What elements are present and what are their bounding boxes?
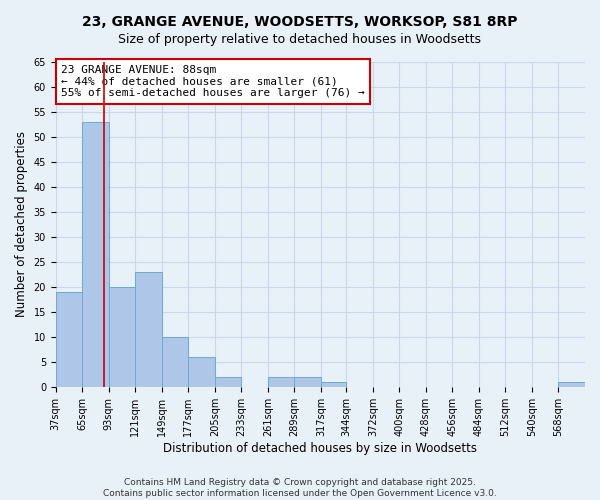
Bar: [559, 382, 585, 388]
Bar: [56, 292, 82, 388]
Bar: [215, 378, 241, 388]
Bar: [321, 382, 346, 388]
Text: 23 GRANGE AVENUE: 88sqm
← 44% of detached houses are smaller (61)
55% of semi-de: 23 GRANGE AVENUE: 88sqm ← 44% of detache…: [61, 65, 365, 98]
Text: 23, GRANGE AVENUE, WOODSETTS, WORKSOP, S81 8RP: 23, GRANGE AVENUE, WOODSETTS, WORKSOP, S…: [82, 15, 518, 29]
Bar: [82, 122, 109, 388]
Text: Contains HM Land Registry data © Crown copyright and database right 2025.
Contai: Contains HM Land Registry data © Crown c…: [103, 478, 497, 498]
Bar: [109, 287, 136, 388]
Bar: [268, 378, 295, 388]
Y-axis label: Number of detached properties: Number of detached properties: [15, 132, 28, 318]
Bar: [162, 337, 188, 388]
Bar: [136, 272, 162, 388]
X-axis label: Distribution of detached houses by size in Woodsetts: Distribution of detached houses by size …: [163, 442, 478, 455]
Bar: [188, 358, 215, 388]
Bar: [295, 378, 321, 388]
Text: Size of property relative to detached houses in Woodsetts: Size of property relative to detached ho…: [119, 32, 482, 46]
